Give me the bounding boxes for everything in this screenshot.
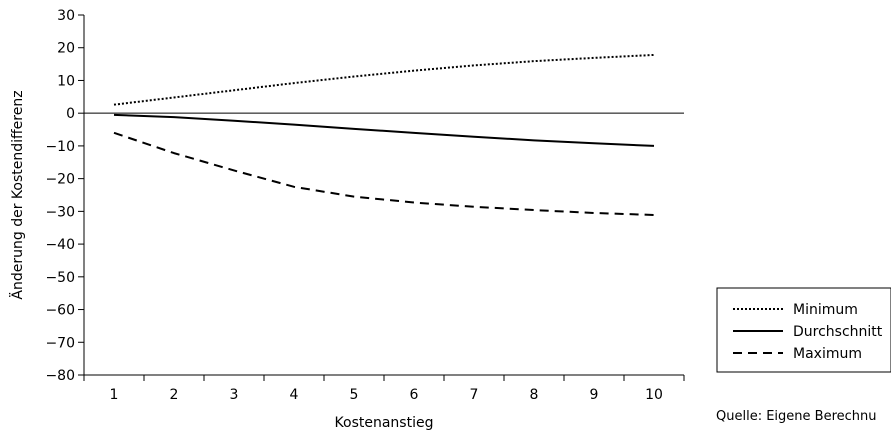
x-tick-label: 8 — [530, 387, 539, 403]
y-tick-label: −30 — [45, 204, 75, 220]
y-tick-label: 30 — [57, 8, 75, 24]
y-tick-label: −70 — [45, 335, 75, 351]
x-tick-label: 1 — [110, 387, 119, 403]
y-tick-label: −60 — [45, 303, 75, 319]
y-tick-label: −80 — [45, 368, 75, 384]
legend-label-minimum: Minimum — [793, 302, 858, 318]
source-note: Quelle: Eigene Berechnu — [716, 409, 877, 424]
y-tick-label: −20 — [45, 172, 75, 188]
y-axis-ticks: 30 20 10 0 −10 −20 −30 −40 −50 −60 −70 −80 — [45, 8, 84, 384]
legend-label-durchschnitt: Durchschnitt — [793, 324, 883, 340]
series-line-durchschnitt — [113, 113, 655, 147]
x-tick-label: 6 — [410, 387, 419, 403]
x-axis-ticks: 1 2 3 4 5 6 7 8 9 10 — [83, 375, 685, 403]
y-tick-label: −50 — [45, 270, 75, 286]
x-tick-label: 10 — [645, 387, 663, 403]
x-tick-label: 5 — [350, 387, 359, 403]
y-tick-label: −40 — [45, 237, 75, 253]
x-tick-label: 7 — [470, 387, 479, 403]
y-axis-label: Änderung der Kostendifferenz — [8, 90, 26, 299]
x-tick-label: 2 — [170, 387, 179, 403]
series-line-maximum — [113, 131, 655, 216]
x-tick-label: 3 — [230, 387, 239, 403]
legend: Minimum Durchschnitt Maximum — [716, 287, 891, 373]
y-tick-label: 10 — [57, 73, 75, 89]
series-line-minimum — [113, 53, 655, 106]
y-tick-label: 20 — [57, 41, 75, 57]
x-tick-label: 9 — [590, 387, 599, 403]
y-tick-label: −10 — [45, 139, 75, 155]
x-tick-label: 4 — [290, 387, 299, 403]
series-lines — [113, 53, 655, 216]
x-axis-label: Kostenanstieg — [335, 415, 434, 431]
legend-label-maximum: Maximum — [793, 346, 862, 362]
y-tick-label: 0 — [66, 106, 75, 122]
